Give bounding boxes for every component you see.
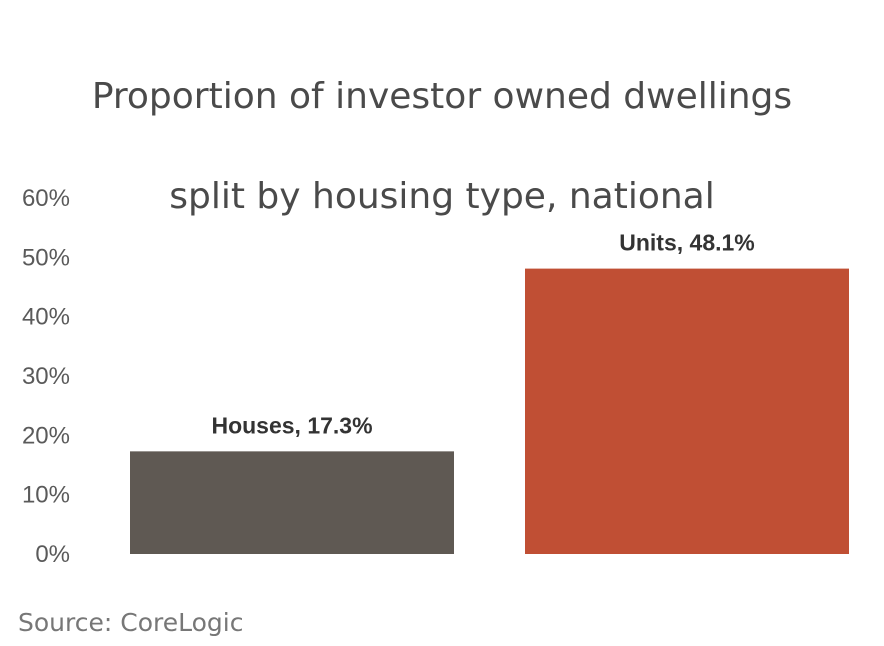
y-tick-label: 50% xyxy=(22,244,70,271)
data-label-units: Units, 48.1% xyxy=(619,230,755,256)
y-tick-label: 10% xyxy=(22,482,70,509)
y-tick-label: 60% xyxy=(22,185,70,212)
chart-title-line-2: split by housing type, national xyxy=(169,176,715,217)
y-tick-label: 20% xyxy=(22,422,70,449)
y-tick-label: 0% xyxy=(35,541,70,568)
bar-houses xyxy=(130,451,454,554)
chart-title: Proportion of investor owned dwellings s… xyxy=(0,22,884,222)
source-note: Source: CoreLogic xyxy=(18,608,244,637)
y-tick-label: 40% xyxy=(22,304,70,331)
chart-title-line-1: Proportion of investor owned dwellings xyxy=(91,76,793,117)
data-label-houses: Houses, 17.3% xyxy=(211,412,372,438)
bar-units xyxy=(525,268,849,554)
y-tick-label: 30% xyxy=(22,363,70,390)
